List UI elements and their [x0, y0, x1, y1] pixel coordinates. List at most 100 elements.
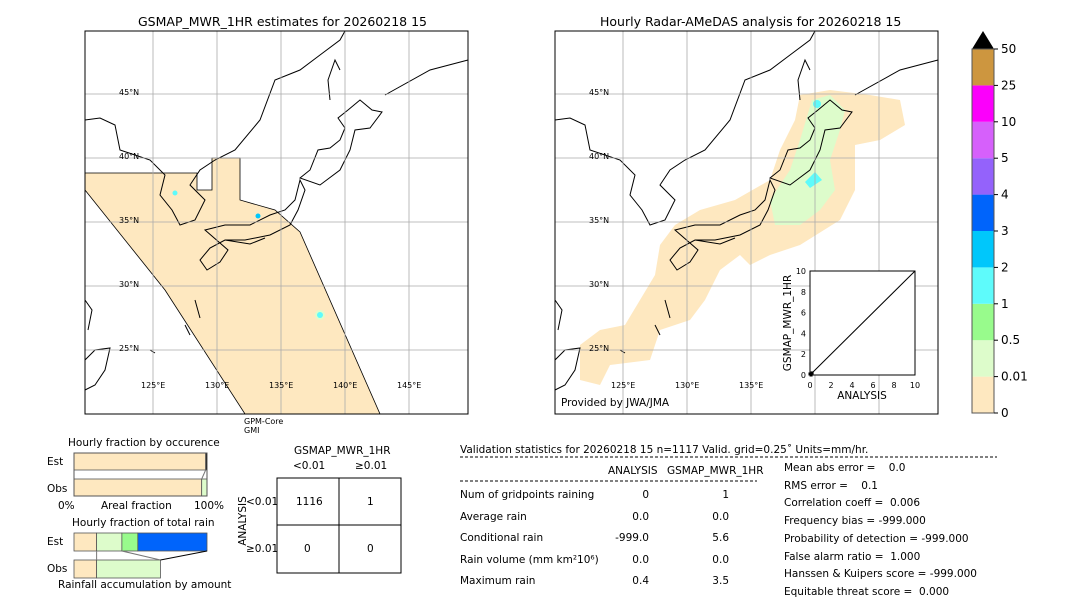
stat-gsmap-value: 0.0 — [712, 553, 729, 566]
occurrence-title: Hourly fraction by occurence — [68, 437, 220, 449]
lon-label: 130°E — [675, 381, 700, 390]
row-label: ≥0.01 — [246, 543, 279, 555]
colorbar-tick: 25 — [1001, 78, 1016, 92]
lat-label: 30°N — [119, 280, 140, 289]
stat-label: Num of gridpoints raining — [460, 489, 595, 501]
stats-col-analysis: ANALYSIS — [608, 465, 658, 477]
lon-label: 125°E — [611, 381, 636, 390]
y-tick: 8 — [801, 288, 806, 297]
cell: 1 — [367, 496, 374, 508]
col-label: <0.01 — [293, 460, 326, 472]
colorbar-tick: 3 — [1001, 224, 1009, 238]
colorbar: 0 0.01 0.5 1 2 3 4 5 10 25 50 — [971, 31, 1028, 420]
lon-label: 140°E — [333, 381, 358, 390]
obs-label: Obs — [47, 563, 68, 575]
fraction-segment — [73, 532, 98, 552]
fraction-segment — [137, 532, 208, 552]
score-line: Mean abs error = 0.0 — [784, 462, 906, 474]
stat-label: Conditional rain — [460, 532, 544, 544]
stat-analysis-value: -999.0 — [615, 532, 649, 544]
lon-label: 135°E — [269, 381, 294, 390]
lat-label: 40°N — [589, 152, 610, 161]
fraction-bars — [73, 452, 208, 579]
colorbar-tick: 0 — [1001, 406, 1009, 420]
colorbar-segment — [972, 267, 994, 304]
occurrence-xlabel: Areal fraction — [101, 500, 172, 512]
fraction-segment — [201, 478, 208, 497]
score-line: False alarm ratio = 1.000 — [784, 550, 921, 563]
lon-label: 135°E — [739, 381, 764, 390]
est-label: Est — [47, 536, 64, 548]
stat-label: Maximum rain — [460, 575, 536, 587]
lon-label: 130°E — [205, 381, 230, 390]
xtick-100: 100% — [194, 500, 225, 512]
lat-label: 30°N — [589, 280, 610, 289]
lon-label: 125°E — [141, 381, 166, 390]
scatter-point — [809, 373, 813, 377]
stat-label: Average rain — [460, 510, 527, 523]
colorbar-tick: 10 — [1001, 115, 1016, 129]
colorbar-segment — [972, 231, 994, 268]
lat-label: 35°N — [119, 216, 140, 225]
score-line: Probability of detection = -999.000 — [784, 532, 969, 545]
colorbar-tick: 50 — [1001, 42, 1016, 56]
stats-col-gsmap: GSMAP_MWR_1HR — [667, 465, 764, 477]
graticule — [85, 31, 468, 414]
lat-label: 40°N — [119, 152, 140, 161]
lon-label: 145°E — [397, 381, 422, 390]
obs-label: Obs — [47, 483, 68, 495]
score-line: Frequency bias = -999.000 — [784, 515, 926, 528]
y-tick: 2 — [801, 350, 806, 359]
col-label: ≥0.01 — [355, 460, 388, 472]
score-line: Hanssen & Kuipers score = -999.000 — [784, 568, 977, 581]
lat-label: 35°N — [589, 216, 610, 225]
stat-analysis-value: 0.4 — [632, 575, 649, 587]
left-map — [84, 30, 469, 415]
left-map-title: GSMAP_MWR_1HR estimates for 20260218 15 — [138, 14, 427, 29]
total-rain-xlabel: Rainfall accumulation by amount — [58, 579, 232, 591]
cell: 0 — [304, 543, 311, 555]
x-tick: 4 — [849, 381, 854, 390]
colorbar-segment — [972, 158, 994, 195]
score-line: RMS error = 0.1 — [784, 479, 878, 492]
scatter-xlabel: ANALYSIS — [837, 390, 887, 402]
stat-gsmap-value: 0.0 — [712, 510, 729, 523]
fraction-segment — [121, 532, 139, 552]
scatter-inset: 0 2 4 6 8 10 0 2 4 6 8 10 ANALYSIS GSMAP_MWR_1HR — [782, 267, 920, 402]
fraction-segment — [73, 452, 207, 471]
data-credit: Provided by JWA/JMA — [561, 397, 670, 409]
x-tick: 6 — [870, 381, 875, 390]
x-tick: 10 — [910, 381, 920, 390]
scatter-point — [810, 371, 814, 375]
fraction-segment — [96, 532, 123, 552]
cell: 0 — [367, 543, 374, 555]
cell: 1116 — [296, 496, 323, 508]
colorbar-tick: 0.01 — [1001, 370, 1028, 384]
fraction-segment — [96, 559, 161, 579]
stat-analysis-value: 0.0 — [632, 510, 649, 523]
stat-gsmap-value: 3.5 — [712, 575, 729, 587]
lat-label: 45°N — [589, 88, 610, 97]
x-tick: 8 — [891, 381, 896, 390]
contingency-title: GSMAP_MWR_1HR — [294, 445, 391, 457]
colorbar-tick: 4 — [1001, 188, 1009, 202]
colorbar-segment — [972, 340, 994, 377]
colorbar-segment — [972, 303, 994, 341]
y-tick: 0 — [801, 371, 806, 380]
colorbar-tick: 1 — [1001, 297, 1009, 311]
colorbar-segment — [972, 194, 994, 231]
scatter-ylabel: GSMAP_MWR_1HR — [782, 275, 794, 371]
colorbar-tick: 2 — [1001, 260, 1009, 274]
stat-gsmap-value: 5.6 — [712, 532, 729, 544]
fraction-segment — [73, 478, 203, 497]
stat-analysis-value: 0.0 — [632, 553, 649, 566]
stat-label: Rain volume (mm km²10⁶) — [460, 553, 599, 566]
y-tick: 4 — [801, 329, 806, 338]
colorbar-tick: 0.5 — [1001, 333, 1020, 347]
colorbar-segment — [972, 376, 994, 413]
colorbar-extend-arrow — [972, 31, 994, 49]
x-tick: 2 — [828, 381, 833, 390]
right-map: 0 2 4 6 8 10 0 2 4 6 8 10 ANALYSIS GSMAP_MWR_1HR — [554, 30, 939, 415]
est-label: Est — [47, 456, 64, 468]
